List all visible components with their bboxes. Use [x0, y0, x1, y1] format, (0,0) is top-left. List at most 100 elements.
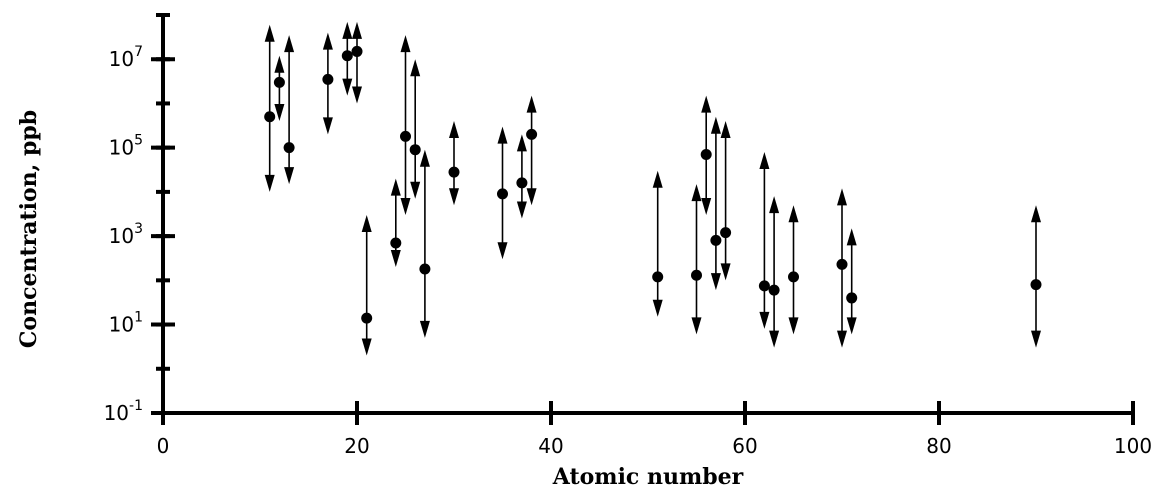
down-arrow-z13	[284, 167, 295, 185]
axes	[161, 13, 1133, 415]
data-point-z27	[419, 263, 431, 275]
data-point-z13	[283, 142, 295, 154]
y-tick-label-exponent: 7	[134, 44, 143, 60]
y-axis-title: Concentration, ppb	[16, 110, 42, 348]
y-tick-label: 101	[109, 310, 143, 337]
y-tick-label: 10-1	[104, 398, 143, 425]
y-tick-label-base: 10	[109, 224, 134, 248]
data-point-z11	[264, 111, 276, 123]
data-point-z21	[361, 312, 373, 324]
down-arrow-z30	[449, 188, 459, 206]
down-arrow-z25	[400, 198, 411, 216]
up-arrow-z90	[1031, 205, 1041, 223]
x-tick-label-0: 0	[157, 434, 170, 458]
down-arrow-z62	[759, 311, 770, 329]
down-arrow-z90	[1031, 330, 1041, 348]
y-tick-label-base: 10	[109, 313, 134, 337]
down-arrow-z12	[274, 104, 285, 122]
data-point-z37	[516, 177, 528, 189]
data-point-z90	[1030, 279, 1042, 291]
data-point-z55	[691, 269, 702, 281]
down-arrow-z57	[710, 273, 721, 291]
data-point-z19	[341, 50, 353, 62]
y-tick-label-exponent: 1	[134, 310, 143, 326]
y-tick-label-base: 10	[104, 401, 129, 425]
up-arrow-z38	[526, 95, 537, 113]
up-arrow-z24	[390, 178, 401, 196]
x-tick-label-40: 40	[538, 434, 563, 458]
down-arrow-z35	[497, 242, 508, 260]
down-arrow-z20	[352, 86, 362, 104]
y-tick-label: 107	[109, 44, 143, 71]
up-arrow-z37	[516, 134, 527, 152]
x-tick-label-60: 60	[732, 434, 757, 458]
y-tick-label: 105	[109, 133, 143, 160]
up-arrow-z71	[846, 228, 857, 246]
up-arrow-z30	[449, 121, 459, 139]
up-arrow-z11	[264, 24, 275, 42]
down-arrow-z38	[526, 188, 537, 206]
up-arrow-z17	[322, 32, 333, 50]
down-arrow-z19	[342, 78, 353, 96]
up-arrow-z25	[400, 35, 411, 53]
data-point-z57	[710, 234, 722, 246]
up-arrow-z27	[419, 149, 430, 167]
up-arrow-z56	[701, 95, 712, 113]
data-point-z30	[448, 166, 460, 178]
y-tick-label-base: 10	[109, 47, 134, 71]
down-arrow-z63	[769, 330, 780, 348]
y-tick-label: 103	[109, 221, 143, 248]
data-point-z26	[409, 144, 421, 156]
y-tick-label-exponent: -1	[129, 398, 143, 414]
up-arrow-z21	[361, 215, 372, 233]
down-arrow-z71	[846, 317, 857, 335]
data-point-z24	[390, 237, 402, 249]
data-point-z62	[758, 280, 770, 292]
down-arrow-z11	[264, 174, 275, 192]
concentration-ranges	[264, 21, 1041, 356]
x-tick-label-100: 100	[1114, 434, 1152, 458]
up-arrow-z13	[284, 35, 295, 53]
up-arrow-z65	[788, 205, 799, 223]
up-arrow-z19	[342, 21, 353, 39]
data-point-z17	[322, 73, 334, 85]
up-arrow-z35	[497, 126, 508, 144]
data-point-z65	[788, 271, 799, 283]
up-arrow-z20	[352, 21, 362, 39]
down-arrow-z55	[691, 317, 702, 335]
down-arrow-z58	[720, 263, 731, 281]
data-point-z63	[768, 284, 780, 296]
down-arrow-z56	[701, 198, 712, 216]
up-arrow-z55	[691, 184, 702, 202]
down-arrow-z26	[410, 181, 421, 199]
up-arrow-z63	[769, 196, 780, 214]
data-points	[264, 45, 1042, 324]
data-point-z12	[273, 76, 285, 88]
down-arrow-z37	[516, 201, 527, 219]
data-point-z70	[836, 258, 848, 270]
down-arrow-z17	[322, 117, 333, 135]
data-point-z25	[400, 130, 411, 142]
up-arrow-z51	[652, 170, 663, 188]
data-point-z35	[497, 188, 508, 200]
up-arrow-z58	[720, 121, 731, 139]
data-point-z58	[720, 227, 732, 239]
down-arrow-z24	[390, 250, 401, 268]
data-point-z71	[846, 292, 858, 304]
y-tick-label-exponent: 5	[134, 133, 143, 149]
data-point-z38	[526, 128, 538, 140]
up-arrow-z62	[759, 151, 770, 169]
data-point-z51	[652, 271, 664, 283]
up-arrow-z12	[274, 55, 285, 73]
x-ticks: 0 20 40 60 80 100	[157, 401, 1152, 458]
y-tick-label-exponent: 3	[134, 221, 143, 237]
up-arrow-z26	[410, 59, 421, 77]
x-axis-title: Atomic number	[552, 464, 744, 490]
data-point-z20	[351, 45, 363, 57]
down-arrow-z70	[837, 330, 847, 348]
x-tick-label-80: 80	[926, 434, 951, 458]
down-arrow-z21	[361, 338, 372, 356]
data-point-z56	[700, 149, 712, 161]
